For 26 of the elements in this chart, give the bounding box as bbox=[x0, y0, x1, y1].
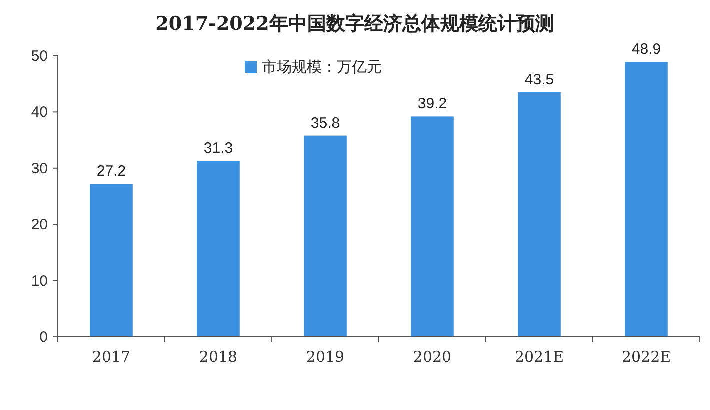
bar bbox=[411, 116, 454, 337]
bar bbox=[197, 161, 240, 337]
y-tick-label: 10 bbox=[31, 272, 48, 290]
x-tick-label: 2019 bbox=[306, 348, 345, 366]
data-label: 48.9 bbox=[632, 41, 662, 58]
bar bbox=[625, 62, 668, 337]
data-label: 27.2 bbox=[96, 163, 126, 180]
x-tick-label: 2021E bbox=[514, 348, 564, 366]
y-tick-label: 30 bbox=[31, 160, 48, 178]
chart-title: 2017-2022年中国数字经济总体规模统计预测 bbox=[156, 13, 554, 35]
y-tick-label: 50 bbox=[31, 48, 48, 65]
legend-label: 市场规模：万亿元 bbox=[262, 59, 382, 76]
y-tick-label: 0 bbox=[40, 329, 48, 346]
y-tick-label: 20 bbox=[31, 216, 48, 234]
data-label: 35.8 bbox=[310, 114, 340, 132]
y-tick-label: 40 bbox=[31, 104, 48, 122]
bar bbox=[518, 92, 561, 337]
x-tick-label: 2020 bbox=[413, 348, 452, 366]
bar bbox=[90, 184, 133, 337]
bar bbox=[304, 136, 347, 337]
x-tick-label: 2018 bbox=[199, 348, 238, 366]
data-label: 31.3 bbox=[204, 140, 234, 158]
data-label: 43.5 bbox=[524, 72, 554, 89]
data-label: 39.2 bbox=[418, 96, 448, 113]
x-tick-label: 2017 bbox=[92, 348, 131, 366]
x-tick-label: 2022E bbox=[622, 348, 672, 366]
